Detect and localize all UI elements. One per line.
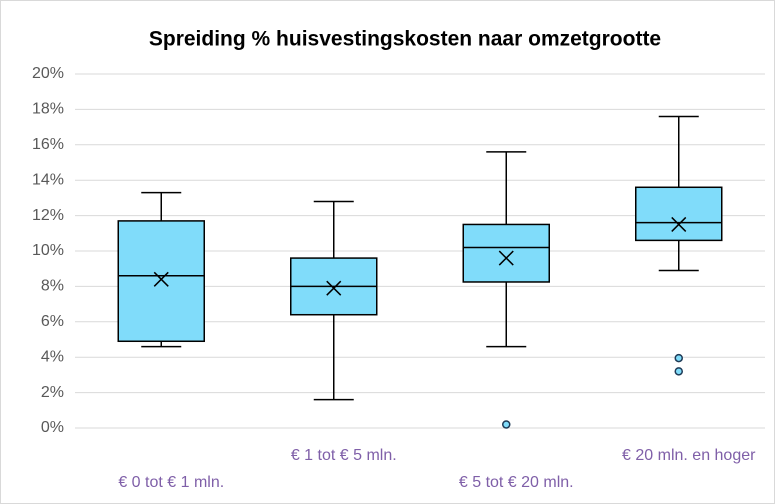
chart-title: Spreiding % huisvestingskosten naar omze… <box>149 28 661 51</box>
y-tick-label: 20% <box>32 65 64 82</box>
x-tick-label: € 20 mln. en hoger <box>622 447 756 464</box>
box <box>462 223 550 283</box>
x-tick-label: € 5 tot € 20 mln. <box>459 474 574 491</box>
y-tick-label: 8% <box>41 278 64 295</box>
y-tick-label: 4% <box>41 348 64 365</box>
y-tick-label: 14% <box>32 171 64 188</box>
y-tick-label: 18% <box>32 101 64 118</box>
mean-marker <box>671 216 687 232</box>
mean-marker <box>326 280 342 296</box>
outlier <box>674 353 683 363</box>
outlier <box>502 420 511 429</box>
y-tick-label: 12% <box>32 207 64 224</box>
x-tick-label: € 1 tot € 5 mln. <box>291 447 397 464</box>
mean-marker <box>498 250 514 266</box>
x-tick-label: € 0 tot € 1 mln. <box>118 474 224 491</box>
y-tick-label: 0% <box>41 419 64 436</box>
box <box>635 186 723 242</box>
y-tick-label: 6% <box>41 313 64 330</box>
outlier <box>674 367 683 376</box>
y-tick-label: 10% <box>32 242 64 259</box>
box <box>117 220 205 343</box>
mean-marker <box>153 271 169 287</box>
y-tick-label: 2% <box>41 384 64 401</box>
y-tick-label: 16% <box>32 136 64 153</box>
